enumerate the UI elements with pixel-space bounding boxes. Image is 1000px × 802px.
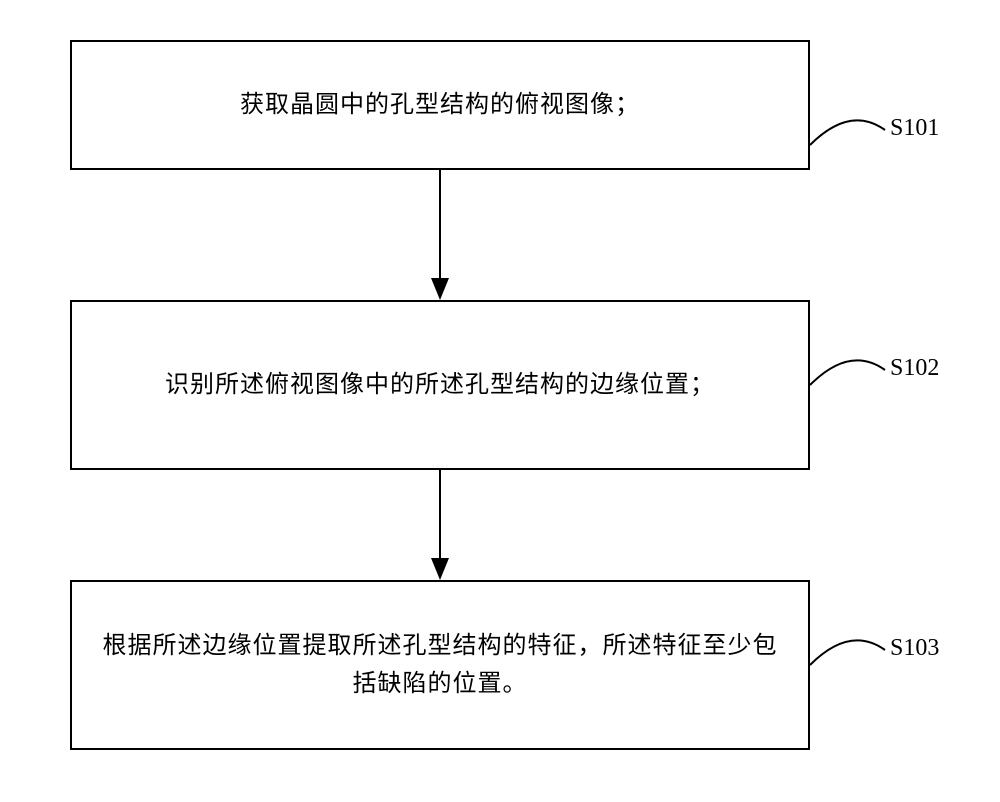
lead-line-s103 <box>0 0 1000 802</box>
step-label-s103: S103 <box>890 635 939 662</box>
flowchart-canvas: 获取晶圆中的孔型结构的俯视图像； S101 识别所述俯视图像中的所述孔型结构的边… <box>0 0 1000 802</box>
